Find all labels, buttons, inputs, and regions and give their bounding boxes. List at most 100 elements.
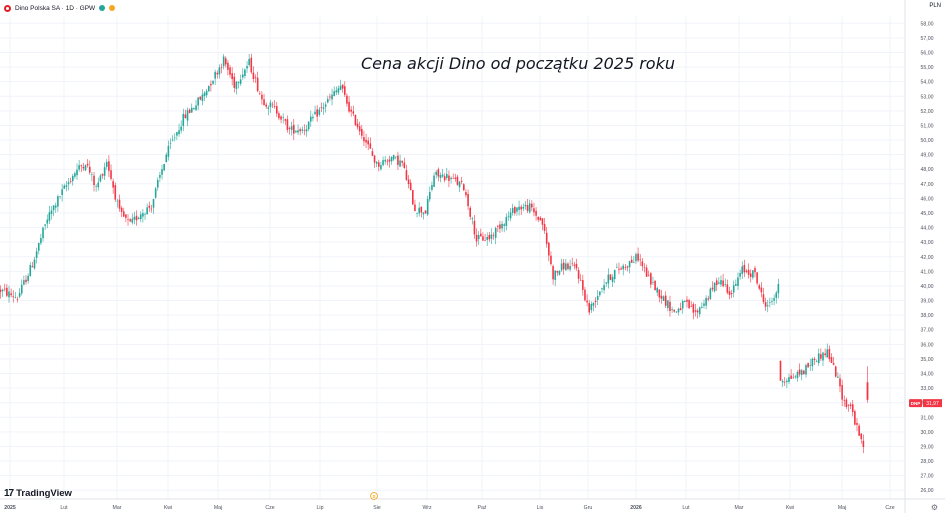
candle-body	[233, 76, 236, 88]
x-tick-label: 2025	[4, 505, 16, 511]
candle-body	[622, 265, 625, 270]
candle-body	[93, 175, 95, 186]
candle-body	[114, 185, 117, 200]
candle-body	[278, 113, 280, 119]
candle-body	[558, 270, 561, 275]
candle-body	[458, 181, 461, 188]
candle-body	[813, 358, 816, 361]
candle-body	[69, 181, 72, 183]
candle-body	[535, 210, 537, 216]
candle-body	[726, 284, 729, 293]
candle-body	[715, 280, 718, 285]
ticker-badge[interactable]	[909, 399, 922, 408]
candle-body	[392, 155, 395, 160]
candle-body	[369, 143, 372, 149]
candle-body	[743, 264, 746, 273]
candle-body	[790, 375, 792, 379]
candle-body	[50, 210, 53, 214]
candle-body	[849, 404, 852, 406]
currency-label[interactable]: PLN	[929, 3, 941, 9]
candle-body	[190, 107, 193, 113]
y-tick-label: 35,00	[921, 357, 934, 363]
candle-body	[758, 285, 761, 289]
candle-body	[341, 84, 344, 89]
candle-body	[329, 96, 331, 98]
candle-body	[601, 288, 603, 290]
symbol-header[interactable]: Dino Polska SA · 1D · GPW	[4, 2, 116, 14]
candle-body	[52, 205, 55, 211]
candle-body	[169, 142, 172, 144]
candle-body	[337, 88, 340, 93]
data-status-icon[interactable]	[109, 5, 116, 11]
candle-body	[658, 289, 661, 298]
candle-body	[497, 225, 499, 227]
candle-body	[229, 67, 231, 75]
y-tick-label: 49,00	[921, 153, 934, 159]
last-price-badge[interactable]	[923, 399, 942, 408]
candle-body	[486, 236, 489, 240]
candle-body	[182, 113, 185, 126]
candle-body	[528, 203, 531, 213]
candle-body	[171, 139, 174, 141]
candle-body	[660, 295, 663, 299]
candle-body	[828, 349, 831, 360]
candle-body	[210, 83, 212, 86]
candle-body	[61, 189, 63, 196]
y-tick-label: 55,00	[921, 65, 934, 71]
candle-body	[207, 85, 210, 92]
candle-body	[843, 400, 846, 401]
candle-body	[605, 282, 608, 284]
candle-body	[675, 311, 678, 313]
candle-body	[305, 129, 308, 132]
candle-body	[667, 300, 669, 309]
candle-body	[263, 99, 265, 106]
candle-body	[57, 196, 59, 207]
candle-body	[86, 163, 89, 166]
candle-body	[582, 280, 584, 290]
candle-body	[354, 114, 357, 126]
candle-body	[669, 301, 671, 311]
tradingview-logo[interactable]: 17 TradingView	[4, 488, 72, 499]
candle-body	[777, 283, 780, 294]
candle-body	[320, 107, 323, 108]
candle-body	[31, 266, 34, 268]
candle-body	[265, 104, 267, 107]
y-tick-label: 39,00	[921, 299, 934, 305]
candle-body	[473, 220, 476, 235]
candle-body	[556, 270, 559, 273]
candle-body	[484, 240, 486, 241]
candle-body	[446, 173, 448, 179]
candle-body	[752, 270, 754, 278]
candle-body	[380, 165, 382, 170]
candle-body	[82, 166, 85, 169]
candle-body	[650, 273, 652, 285]
candle-body	[862, 440, 865, 448]
candle-body	[195, 105, 197, 111]
settings-gear-icon[interactable]: ⚙	[930, 503, 938, 512]
earnings-event-icon[interactable]	[370, 492, 378, 500]
candle-body	[409, 182, 412, 191]
candle-body	[550, 255, 552, 265]
candle-body	[771, 301, 773, 303]
candle-body	[159, 174, 161, 178]
candle-body	[239, 79, 242, 84]
candle-body	[624, 267, 627, 268]
market-status-icon[interactable]	[99, 5, 106, 11]
candle-body	[352, 111, 355, 114]
candle-body	[241, 74, 244, 78]
y-tick-label: 56,00	[921, 50, 934, 56]
candle-body	[135, 215, 138, 221]
candle-body	[27, 275, 29, 282]
candle-body	[541, 218, 544, 225]
candle-body	[12, 296, 15, 297]
candle-body	[866, 382, 869, 400]
candle-body	[639, 259, 642, 261]
candle-body	[592, 302, 595, 306]
candle-body	[769, 302, 771, 303]
candle-body	[824, 353, 826, 356]
candle-body	[662, 296, 665, 301]
candle-body	[394, 156, 397, 158]
candle-body	[745, 270, 748, 272]
